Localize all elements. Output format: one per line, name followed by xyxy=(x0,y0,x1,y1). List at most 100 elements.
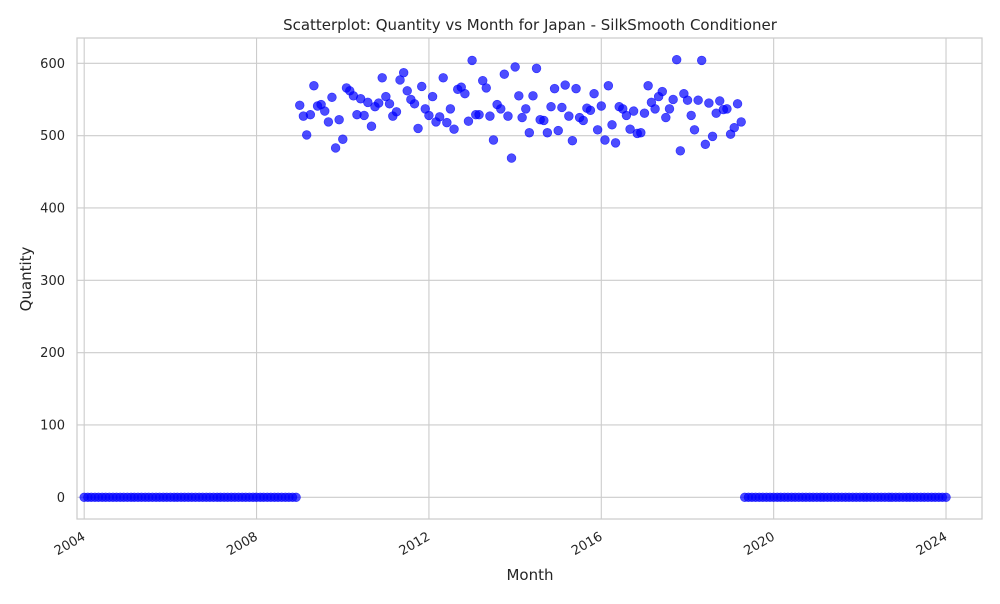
data-point xyxy=(578,115,588,126)
data-point xyxy=(295,100,305,110)
data-point xyxy=(510,62,520,72)
y-axis-label: Quantity xyxy=(17,246,35,311)
data-point xyxy=(686,110,696,121)
data-point xyxy=(675,146,686,156)
data-point xyxy=(607,120,617,130)
data-point xyxy=(366,121,377,131)
data-point xyxy=(302,130,312,140)
data-point xyxy=(481,83,491,93)
data-point xyxy=(668,94,678,105)
y-tick-label: 400 xyxy=(40,201,65,216)
data-point xyxy=(542,128,553,138)
y-tick-label: 100 xyxy=(40,418,65,433)
data-point xyxy=(700,139,711,150)
data-point xyxy=(567,136,578,146)
data-point xyxy=(327,92,337,103)
data-point xyxy=(610,138,621,148)
data-point xyxy=(514,91,524,101)
data-point xyxy=(722,104,732,114)
data-point xyxy=(729,122,739,133)
chart-title: Scatterplot: Quantity vs Month for Japan… xyxy=(283,16,778,34)
data-point xyxy=(474,109,484,120)
data-point xyxy=(485,111,495,121)
data-point xyxy=(585,105,596,116)
data-point xyxy=(309,81,319,91)
data-point xyxy=(409,99,420,109)
data-point xyxy=(661,112,671,123)
data-point xyxy=(689,125,700,135)
data-point xyxy=(560,80,570,90)
data-point xyxy=(445,104,456,114)
data-point xyxy=(596,101,606,111)
y-tick-label: 600 xyxy=(40,57,65,72)
data-point xyxy=(657,86,667,97)
data-point xyxy=(499,69,510,79)
data-point xyxy=(305,109,316,120)
data-point xyxy=(650,104,660,114)
data-point xyxy=(506,153,517,163)
x-axis-label: Month xyxy=(506,566,553,584)
data-point xyxy=(539,115,549,126)
data-point xyxy=(549,83,560,94)
data-point xyxy=(427,91,438,102)
data-point xyxy=(373,98,384,108)
data-point xyxy=(503,111,513,121)
data-point xyxy=(488,135,499,145)
data-point xyxy=(524,128,535,138)
data-point xyxy=(521,104,531,114)
data-point xyxy=(643,81,653,91)
data-point xyxy=(589,88,599,99)
data-point xyxy=(391,107,402,117)
data-point xyxy=(384,99,395,109)
data-point xyxy=(693,95,703,105)
data-point xyxy=(621,110,632,121)
data-point xyxy=(736,117,746,127)
data-point xyxy=(636,128,646,138)
points-layer xyxy=(79,54,951,502)
data-point xyxy=(682,95,693,105)
data-point xyxy=(402,86,412,96)
data-point xyxy=(359,110,369,121)
data-point xyxy=(592,125,603,135)
data-point xyxy=(460,88,470,99)
data-point xyxy=(671,54,682,65)
grid-layer xyxy=(77,38,982,519)
y-tick-label: 300 xyxy=(40,274,65,289)
data-point xyxy=(438,73,448,83)
data-point xyxy=(377,73,387,83)
plot-frame xyxy=(76,37,983,520)
y-tick-label: 200 xyxy=(40,346,65,361)
data-point xyxy=(600,135,610,145)
data-point xyxy=(696,55,707,66)
data-point xyxy=(531,63,542,74)
data-point xyxy=(434,112,445,122)
data-point xyxy=(603,81,614,91)
data-point xyxy=(941,492,951,502)
data-point xyxy=(546,102,556,112)
data-point xyxy=(398,68,409,78)
data-point xyxy=(330,143,341,153)
data-point xyxy=(557,102,567,113)
data-point xyxy=(449,124,459,134)
data-point xyxy=(707,131,718,142)
data-point xyxy=(517,112,527,123)
data-point xyxy=(639,108,650,118)
data-point xyxy=(732,99,743,109)
data-point xyxy=(413,123,423,134)
data-point xyxy=(323,117,334,127)
data-point xyxy=(467,55,477,66)
data-point xyxy=(417,81,427,92)
data-point xyxy=(442,117,452,128)
data-point xyxy=(496,104,506,114)
data-point xyxy=(704,98,714,108)
data-point xyxy=(571,83,581,94)
data-point xyxy=(628,106,639,116)
y-tick-label: 500 xyxy=(40,129,65,144)
data-point xyxy=(715,96,725,106)
data-point xyxy=(320,106,330,116)
data-point xyxy=(553,125,563,136)
data-point xyxy=(664,104,675,114)
data-point xyxy=(291,492,301,502)
